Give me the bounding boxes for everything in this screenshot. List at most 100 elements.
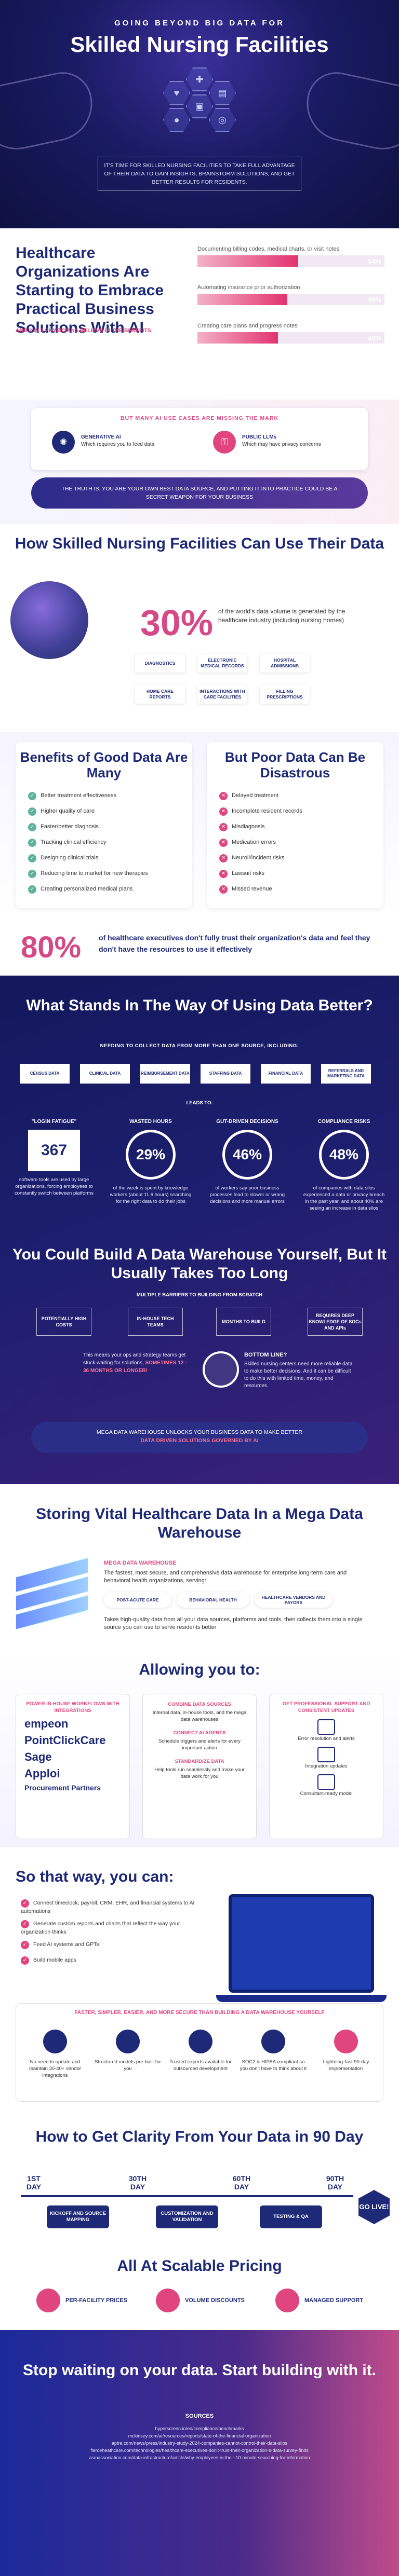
check-icon: ✓ <box>21 1899 29 1908</box>
standardize-title: STANDARDIZE DATA <box>175 1759 224 1764</box>
clipboard-icon: ▣ <box>186 94 213 118</box>
check-icon: ✓ <box>21 1941 29 1949</box>
clock-icon <box>203 1351 239 1388</box>
stat-30-description: of the world's data volume is generated … <box>218 608 345 624</box>
hero-title: Skilled Nursing Facilities <box>70 32 329 57</box>
how-title: How Skilled Nursing Facilities Can Use T… <box>15 535 384 552</box>
chart-icon: ▤ <box>209 81 236 105</box>
left-hand-illustration <box>0 66 100 157</box>
stat-value: 46% <box>222 1130 272 1180</box>
risk-item: ✕ Lawsuit risks <box>219 870 264 878</box>
source-reimbursement: REIMBURSEMENT DATA <box>140 1064 190 1084</box>
gear-icon <box>43 2030 67 2053</box>
chip-behavioral: BEHAVIORAL HEALTH <box>177 1592 249 1608</box>
bar-fill <box>197 255 299 267</box>
hexagon-icon-cluster: ✚ ♥ ▤ ▣ ● ◎ <box>148 67 251 140</box>
generative-ai-desc: Which requires you to feed data <box>81 442 155 447</box>
source-census: CENSUS DATA <box>20 1064 70 1084</box>
faster-text: Lightning-fast 90-day implementation <box>323 2059 369 2072</box>
dollar-icon <box>36 2289 60 2312</box>
support-item: Consultant-ready model <box>300 1791 353 1797</box>
risk-text: Lawsuit risks <box>232 870 264 876</box>
stat-head: WASTED HOURS <box>129 1119 172 1125</box>
stat-head: GUT-DRIVEN DECISIONS <box>216 1119 278 1125</box>
means-body: This means your ops and strategy teams g… <box>83 1352 186 1366</box>
stat-value: 48% <box>319 1130 369 1180</box>
risk-item: ✕ Medication errors <box>219 839 276 847</box>
stat-head: "LOGIN FATIGUE" <box>31 1119 77 1125</box>
benefit-text: Reducing time to market for new therapie… <box>41 870 148 876</box>
trust-text: of healthcare executives don't fully tru… <box>99 934 370 953</box>
stat-80-percent: 80% <box>21 930 82 964</box>
bar-percent: 43% <box>367 334 381 342</box>
server-stack-illustration <box>16 1557 94 1630</box>
barrier-months: MONTHS TO BUILD <box>216 1308 271 1336</box>
risk-item: ✕ Neuroll/incident risks <box>219 854 284 862</box>
benefit-item: ✓ Tracking clinical efficiency <box>28 839 107 847</box>
check-icon: ✓ <box>28 854 36 862</box>
price-item: VOLUME DISCOUNTS <box>156 2289 270 2312</box>
how-section: How Skilled Nursing Facilities Can Use T… <box>0 524 399 732</box>
obstacles-title: What Stands In The Way Of Using Data Bet… <box>26 997 373 1014</box>
x-icon: ✕ <box>219 854 228 862</box>
logo-empeon: empeon <box>24 1717 69 1730</box>
means-highlight: SOMETIMES 12 - 36 MONTHS OR LONGER! <box>83 1360 187 1374</box>
day-marker: 30TH DAY <box>128 2174 147 2191</box>
right-hand-illustration <box>299 66 399 157</box>
logo-pointclickcare: PointClickCare <box>24 1734 106 1747</box>
faster-text: Trusted experts available for outsourced… <box>169 2059 232 2072</box>
price-text: MANAGED SUPPORT <box>304 2297 364 2304</box>
consultant-icon <box>317 1774 335 1790</box>
use-cases-section: BUT MANY AI USE CASES ARE MISSING THE MA… <box>0 400 399 524</box>
hero-lead-text: IT'S TIME FOR SKILLED NURSING FACILITIES… <box>98 157 301 191</box>
source-staffing: STAFFING DATA <box>201 1064 250 1084</box>
canway-text: Build mobile apps <box>33 1957 76 1963</box>
canway-text: Feed AI systems and GPTs <box>33 1941 99 1948</box>
risk-text: Delayed treatment <box>232 792 278 799</box>
alert-icon <box>317 1719 335 1735</box>
x-icon: ✕ <box>219 839 228 847</box>
go-live-badge: GO LIVE! <box>358 2190 390 2224</box>
poor-data-panel: But Poor Data Can Be Disastrous ✕ Delayed… <box>207 742 383 908</box>
benefit-item: ✓ Higher quality of care <box>28 807 95 816</box>
stat-text: of workers say poor business processes l… <box>209 1185 285 1204</box>
faster-text: SOC2 & HIPAA compliant so you don't have… <box>240 2059 307 2072</box>
check-icon: ✓ <box>28 870 36 878</box>
check-icon: ✓ <box>28 792 36 800</box>
combine-title: COMBINE DATA SOURCES <box>168 1702 231 1707</box>
lightning-icon <box>334 2030 358 2053</box>
bar-percent: 54% <box>367 257 381 265</box>
x-icon: ✕ <box>219 885 228 894</box>
allowing-title: Allowing you to: <box>139 1661 260 1678</box>
stat-text: of companies with data silos experienced… <box>303 1185 385 1211</box>
benefit-text: Higher quality of care <box>41 808 95 814</box>
stat-head: COMPLIANCE RISKS <box>317 1119 370 1125</box>
x-icon: ✕ <box>219 823 228 831</box>
source-financial: FINANCIAL DATA <box>261 1064 311 1084</box>
medical-cross-icon: ✚ <box>186 67 213 91</box>
risk-item: ✕ Misdiagnosis <box>219 823 265 831</box>
faster-item: SOC2 & HIPAA compliant so you don't have… <box>240 2030 307 2072</box>
benefit-item: ✓ Faster/better diagnosis <box>28 823 99 831</box>
check-icon: ✓ <box>21 1920 29 1928</box>
logo-procurement: Procurement Partners <box>24 1784 101 1792</box>
canway-item: ✓ Connect timeclock, payroll, CRM, EHR, a… <box>21 1899 208 1915</box>
benefit-text: Faster/better diagnosis <box>41 824 99 830</box>
benefits-title: Benefits of Good Data Are Many <box>20 749 188 780</box>
bar-fill <box>197 332 278 344</box>
timeline-line <box>21 2195 353 2197</box>
hero-section: GOING BEYOND BIG DATA FOR Skilled Nursin… <box>0 0 399 228</box>
generative-ai-text: GENERATIVE AI Which requires you to feed … <box>81 434 175 448</box>
integration-icon <box>317 1747 335 1762</box>
mega-warehouse-desc-2: Takes high-quality data from all your da… <box>104 1616 363 1630</box>
adoption-subtitle: AND 2 IN 3 PHYSICIANS BELIEVE IN THE BEN… <box>16 327 153 334</box>
obstacles-need: NEEDING TO COLLECT DATA FROM MORE THAN O… <box>100 1043 299 1049</box>
faster-item: Structured models pre-built for you <box>94 2030 162 2072</box>
mega-warehouse-desc: The fastest, most secure, and comprehens… <box>104 1570 347 1584</box>
chip-post-acute: POST-ACUTE CARE <box>104 1592 171 1608</box>
tag-prescriptions: FILLING PRESCRIPTIONS <box>260 685 310 704</box>
stat-wasted-hours: WASTED HOURS 29% of the week is spent by… <box>109 1119 192 1205</box>
tag-home-care: HOME CARE REPORTS <box>135 685 185 704</box>
use-cases-title: BUT MANY AI USE CASES ARE MISSING THE MA… <box>120 415 279 421</box>
